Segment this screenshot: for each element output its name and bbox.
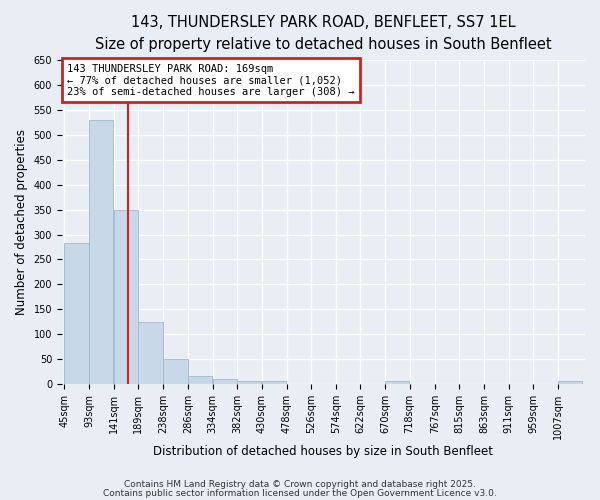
Text: Contains HM Land Registry data © Crown copyright and database right 2025.: Contains HM Land Registry data © Crown c…	[124, 480, 476, 489]
Bar	[163, 359, 188, 384]
Bar	[262, 382, 286, 384]
Text: 143 THUNDERSLEY PARK ROAD: 169sqm
← 77% of detached houses are smaller (1,052)
2: 143 THUNDERSLEY PARK ROAD: 169sqm ← 77% …	[67, 64, 355, 96]
Bar	[188, 376, 212, 384]
Bar	[139, 322, 163, 384]
Bar	[385, 382, 409, 384]
Bar	[113, 210, 138, 384]
Y-axis label: Number of detached properties: Number of detached properties	[15, 129, 28, 315]
Bar	[89, 120, 113, 384]
Bar	[558, 382, 582, 384]
Bar	[212, 379, 237, 384]
Title: 143, THUNDERSLEY PARK ROAD, BENFLEET, SS7 1EL
Size of property relative to detac: 143, THUNDERSLEY PARK ROAD, BENFLEET, SS…	[95, 15, 552, 52]
Bar	[64, 243, 89, 384]
Text: Contains public sector information licensed under the Open Government Licence v3: Contains public sector information licen…	[103, 488, 497, 498]
Bar	[237, 382, 262, 384]
X-axis label: Distribution of detached houses by size in South Benfleet: Distribution of detached houses by size …	[154, 444, 493, 458]
